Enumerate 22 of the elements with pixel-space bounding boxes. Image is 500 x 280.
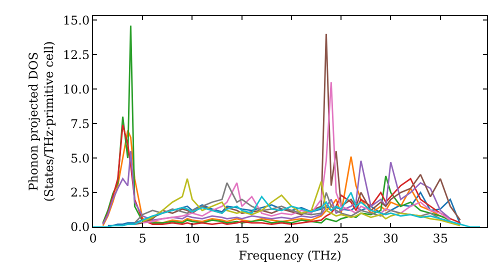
x-tick-label: 0 xyxy=(89,231,97,246)
x-tick-label: 35 xyxy=(432,231,448,246)
y-tick-label: 15.0 xyxy=(62,13,90,28)
y-tick-label: 12.5 xyxy=(62,48,90,62)
x-tick-label: 20 xyxy=(284,231,300,246)
y-tick-label: 10.0 xyxy=(62,82,90,96)
x-axis-title: Frequency (THz) xyxy=(238,248,342,262)
y-tick-label: 2.5 xyxy=(70,186,90,200)
line-series xyxy=(102,150,452,225)
line-series xyxy=(102,24,452,224)
x-tick-label: 10 xyxy=(184,231,200,246)
line-series xyxy=(142,178,461,226)
y-axis-title: Phonon projected DOS (States/THz·primitive cell) xyxy=(26,41,56,202)
x-tick-label: 15 xyxy=(234,231,250,246)
x-tick-label: 5 xyxy=(138,231,146,246)
y-tick-label: 0.0 xyxy=(70,220,90,234)
y-tick-label: 7.5 xyxy=(70,116,90,131)
line-series xyxy=(134,33,461,225)
line-series xyxy=(142,81,452,224)
y-tick-label: 5.0 xyxy=(70,151,90,166)
x-tick-label: 30 xyxy=(383,231,398,246)
x-tick-label: 25 xyxy=(333,231,349,246)
